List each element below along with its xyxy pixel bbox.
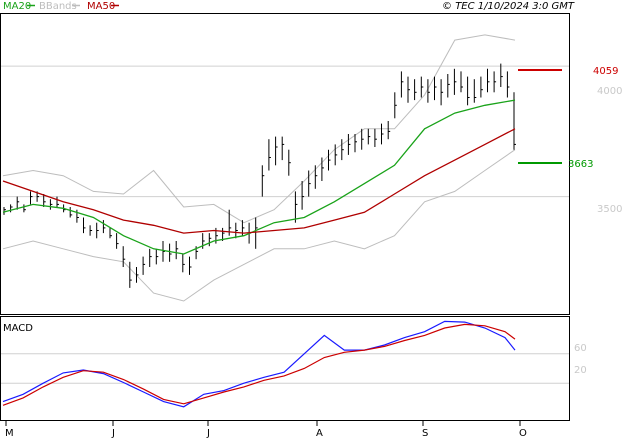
last-price-label: 3663 [568,159,593,170]
x-label-oct: O [519,428,527,439]
price-panel-frame [0,13,570,315]
x-label-sep: S [422,428,428,439]
signal-line [2,323,516,406]
ma50-line [2,128,516,234]
legend-ma20: MA20 [3,1,31,12]
macd-tick-20: 20 [574,365,587,376]
bband-lower-line [2,149,516,302]
copyright-timestamp: © TEC 1/10/2024 3:0 GMT [442,1,575,12]
x-label-jul: J [206,428,210,439]
legend-bbands: BBands [39,1,77,12]
macd-tick-60: 60 [574,343,587,354]
x-label-aug: A [316,428,323,439]
x-axis-ticks [5,421,521,426]
y-tick-4000: 4000 [597,86,622,97]
y-tick-3500: 3500 [597,204,622,215]
upper-level-label: 4059 [593,66,618,77]
ma20-line [2,99,516,255]
price-gridlines [1,65,569,198]
legend-ma50: MA50 [87,1,115,12]
macd-title: MACD [3,323,33,334]
x-label-jun: J [111,428,115,439]
bbands-band [2,34,516,302]
x-label-may: M [5,428,14,439]
bband-upper-line [2,34,516,224]
macd-gridlines [1,353,569,384]
macd-panel-frame [0,316,570,421]
